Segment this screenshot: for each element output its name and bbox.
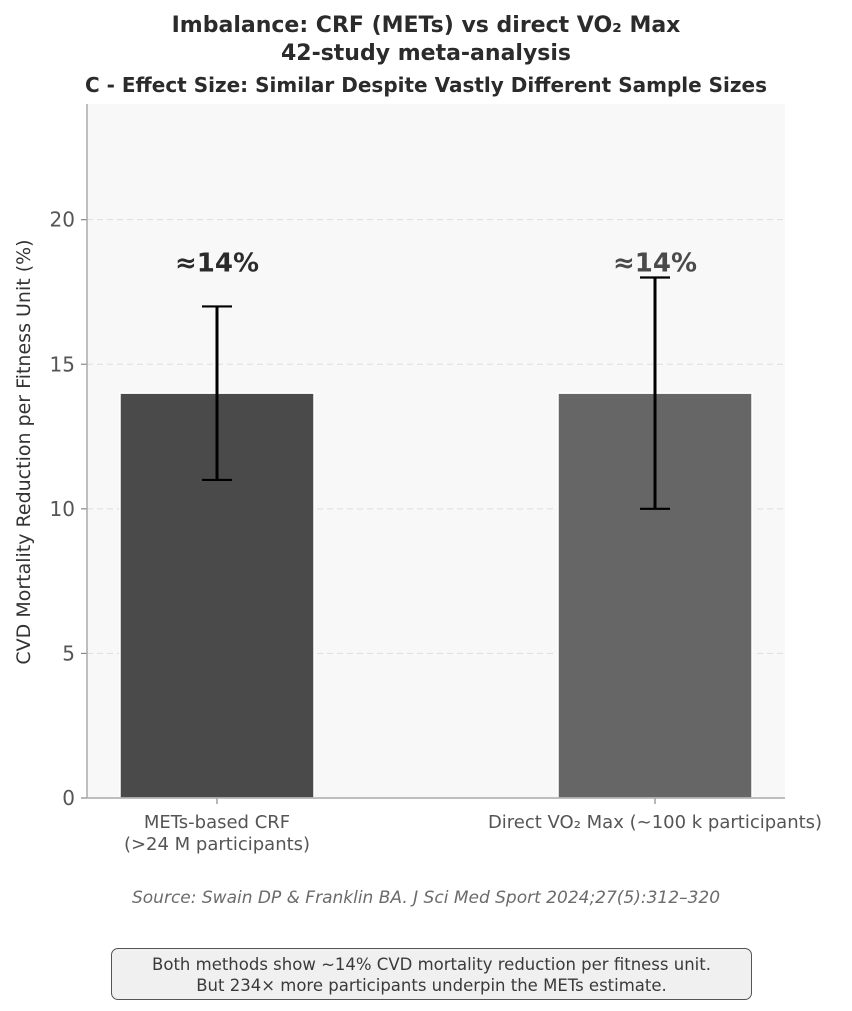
y-tick-label: 0 bbox=[62, 786, 75, 810]
data-label: ≈14% bbox=[175, 248, 259, 278]
x-tick-label: (>24 M participants) bbox=[124, 834, 310, 855]
data-label: ≈14% bbox=[613, 248, 697, 278]
summary-note-box: Both methods show ~14% CVD mortality red… bbox=[111, 948, 752, 1000]
bar-chart: ≈14% ≈14% 0 5 10 15 20 METs-based CRF(>24 M p… bbox=[13, 104, 822, 855]
x-tick-label: METs-based CRF bbox=[144, 812, 290, 833]
error-bars bbox=[202, 276, 670, 510]
chart-title: Imbalance: CRF (METs) vs direct VO₂ Max bbox=[171, 13, 681, 38]
y-tick-labels: 0 5 10 15 20 bbox=[50, 208, 75, 810]
chart-title-line2: 42-study meta-analysis bbox=[280, 41, 572, 66]
y-axis-label: CVD Mortality Reduction per Fitness Unit… bbox=[13, 239, 35, 664]
summary-note-line1: Both methods show ~14% CVD mortality red… bbox=[152, 955, 711, 974]
y-tick-label: 10 bbox=[50, 497, 75, 521]
source-citation: Source: Swain DP & Franklin BA. J Sci Me… bbox=[131, 888, 721, 908]
chart-subtitle: C - Effect Size: Similar Despite Vastly … bbox=[84, 73, 768, 97]
axes bbox=[81, 104, 785, 804]
y-tick-label: 5 bbox=[62, 641, 75, 665]
x-tick-label: Direct VO₂ Max (~100 k participants) bbox=[488, 812, 822, 833]
y-tick-label: 20 bbox=[50, 208, 75, 232]
y-tick-label: 15 bbox=[50, 352, 75, 376]
x-tick-labels: METs-based CRF(>24 M participants) Direct… bbox=[124, 812, 822, 855]
summary-note-line2: But 234× more participants underpin the … bbox=[196, 976, 667, 995]
data-labels: ≈14% ≈14% bbox=[175, 248, 697, 278]
